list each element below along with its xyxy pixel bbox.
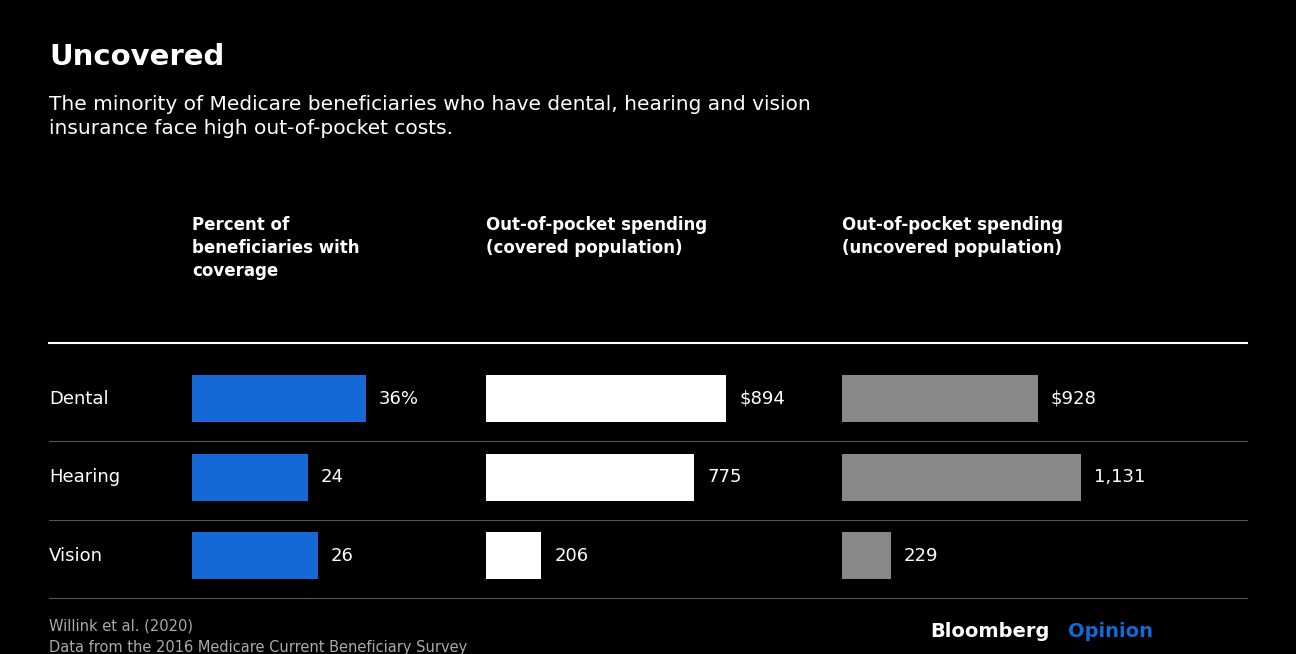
Text: 36%: 36% xyxy=(380,390,419,408)
Bar xyxy=(842,532,890,579)
Text: 24: 24 xyxy=(321,468,343,487)
Bar xyxy=(842,375,1038,422)
Text: Opinion: Opinion xyxy=(1068,621,1153,641)
Bar xyxy=(192,375,367,422)
Text: Out-of-pocket spending
(uncovered population): Out-of-pocket spending (uncovered popula… xyxy=(842,216,1064,257)
Bar xyxy=(486,532,542,579)
Text: 1,131: 1,131 xyxy=(1094,468,1144,487)
Bar xyxy=(486,375,726,422)
Text: 229: 229 xyxy=(903,547,938,565)
Text: Out-of-pocket spending
(covered population): Out-of-pocket spending (covered populati… xyxy=(486,216,708,257)
Bar xyxy=(842,454,1081,501)
Text: $928: $928 xyxy=(1051,390,1096,408)
Text: Bloomberg: Bloomberg xyxy=(931,621,1050,641)
Text: 206: 206 xyxy=(555,547,588,565)
Text: Hearing: Hearing xyxy=(49,468,121,487)
Text: Percent of
beneficiaries with
coverage: Percent of beneficiaries with coverage xyxy=(192,216,359,280)
Text: Data from the 2016 Medicare Current Beneficiary Survey: Data from the 2016 Medicare Current Bene… xyxy=(49,640,468,654)
Text: Uncovered: Uncovered xyxy=(49,43,224,71)
Text: 775: 775 xyxy=(708,468,741,487)
Text: Willink et al. (2020): Willink et al. (2020) xyxy=(49,618,193,633)
Bar xyxy=(486,454,695,501)
Bar xyxy=(192,532,318,579)
Text: Dental: Dental xyxy=(49,390,109,408)
Text: $894: $894 xyxy=(739,390,785,408)
Text: The minority of Medicare beneficiaries who have dental, hearing and vision
insur: The minority of Medicare beneficiaries w… xyxy=(49,95,811,138)
Text: Vision: Vision xyxy=(49,547,104,565)
Text: 26: 26 xyxy=(330,547,354,565)
Bar xyxy=(192,454,308,501)
